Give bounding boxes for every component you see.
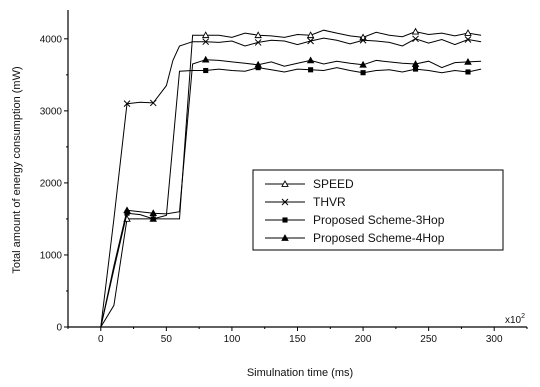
data-point [307,37,314,45]
x-tick-label: 50 [161,334,173,345]
x-multiplier-label: x102 [505,313,525,326]
x-tick-label: 0 [98,334,104,345]
data-point [254,31,262,39]
series-line [100,59,482,328]
y-axis-title: Total amount of energy consumption (mW) [11,66,23,273]
data-point [281,234,289,241]
data-point [255,65,261,71]
y-tick-label: 4000 [40,34,63,45]
data-point [124,210,130,216]
x-tick-label: 150 [289,334,306,345]
data-point [306,31,315,39]
data-point [254,39,262,46]
data-point [150,216,156,222]
x-multiplier-base: x10 [505,315,522,326]
data-point [203,67,209,74]
x-multiplier-exponent: 2 [521,313,525,320]
x-tick-label: 300 [486,334,503,345]
data-point [282,217,288,223]
data-point [412,66,419,72]
data-point [412,35,419,43]
data-point [149,209,158,217]
data-point [281,180,289,187]
legend-entry: Proposed Scheme-3Hop [265,213,445,227]
series-4 [100,55,482,328]
data-point [306,56,315,64]
y-tick-label: 1000 [40,250,63,261]
data-point [465,69,471,75]
data-point [281,198,289,206]
series-3 [100,65,482,328]
legend-entry: Proposed Scheme-4Hop [265,231,445,245]
data-point [201,55,210,63]
data-point [464,29,472,36]
data-point [123,100,131,108]
legend-label: Proposed Scheme-4Hop [313,231,445,245]
x-tick-label: 100 [224,334,241,345]
axes: 0 1000 2000 3000 4000 0 50 100 150 200 250 300 [40,10,528,345]
legend-label: THVR [313,195,346,209]
data-point [254,60,262,68]
data-point [149,99,157,107]
data-point [359,36,367,44]
x-tick-label: 250 [420,334,437,345]
y-tick-label: 3000 [40,106,63,117]
data-point [123,206,131,214]
data-point [308,67,314,73]
y-tick-label: 0 [56,323,62,334]
y-tick-label: 2000 [40,178,63,189]
data-point [464,57,472,65]
data-point [201,31,210,39]
data-point [359,60,367,68]
data-point [411,27,420,35]
series-layer [100,27,482,328]
legend-entry: SPEED [265,177,354,191]
x-axis-title: Simulnation time (ms) [247,367,353,379]
data-point [411,60,420,67]
x-tick-label: 200 [355,334,372,345]
data-point [360,70,366,76]
legend-box [252,169,504,251]
series-2 [100,35,482,328]
data-point [202,38,210,46]
legend-entry: THVR [265,195,346,209]
data-point [464,36,472,43]
legend-label: Proposed Scheme-3Hop [313,213,445,227]
legend-label: SPEED [313,177,354,191]
legend: SPEED THVR Proposed Scheme-3Hop Proposed Sc… [252,169,504,251]
